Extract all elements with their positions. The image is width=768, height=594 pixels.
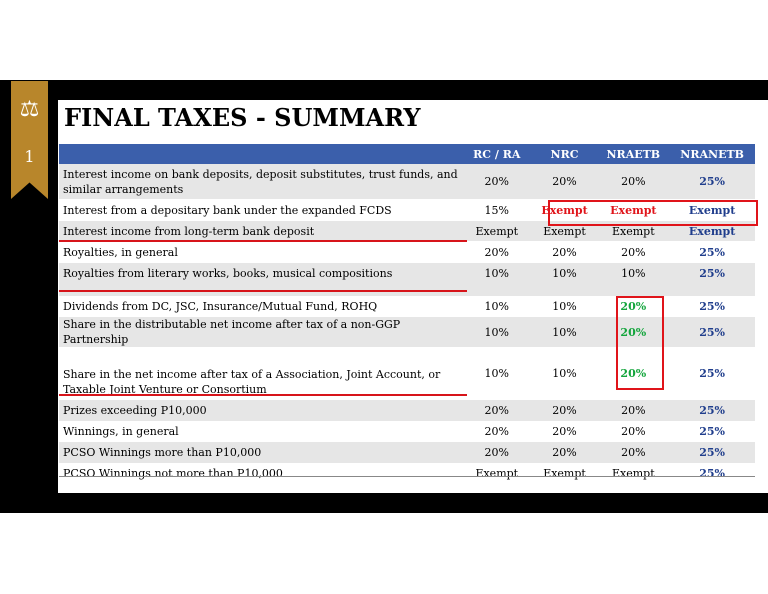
final-taxes-table: RC / RA NRC NRAETB NRANETB Interest inco… <box>59 144 755 484</box>
row-label: PCSO Winnings more than P10,000 <box>59 442 462 463</box>
row-label: Share in the net income after tax of a A… <box>59 347 462 400</box>
table-row: Royalties, in general 20% 20% 20% 25% <box>59 241 755 263</box>
row-label: Dividends from DC, JSC, Insurance/Mutual… <box>59 296 462 317</box>
cell-rc-ra: Exempt <box>461 463 532 484</box>
cell-rc-ra: 20% <box>461 400 532 421</box>
table-row: Share in the net income after tax of a A… <box>59 347 755 400</box>
cell-nraetb: 20% <box>597 442 670 463</box>
table-row: Interest from a depositary bank under th… <box>59 199 755 221</box>
dividend-highlight-box <box>616 296 664 390</box>
cell-rc-ra: 15% <box>461 199 532 221</box>
cell-nraetb: Exempt <box>597 221 670 241</box>
red-divider-line <box>59 290 467 292</box>
cell-nranetb: 25% <box>669 164 755 199</box>
cell-nranetb: 25% <box>669 400 755 421</box>
table-row: PCSO Winnings not more than P10,000 Exem… <box>59 463 755 484</box>
cell-nranetb: 25% <box>669 442 755 463</box>
exempt-highlight-box <box>548 200 758 226</box>
row-label: Interest income from long-term bank depo… <box>59 221 462 241</box>
spacer-cell <box>59 283 755 296</box>
cell-nranetb: 25% <box>669 463 755 484</box>
scales-of-justice-icon: ⚖ <box>19 97 40 122</box>
cell-nrc: Exempt <box>531 221 598 241</box>
row-label: Royalties from literary works, books, mu… <box>59 263 462 283</box>
header-cell-rc-ra: RC / RA <box>461 144 532 164</box>
cell-rc-ra: 20% <box>461 421 532 442</box>
table-row: Dividends from DC, JSC, Insurance/Mutual… <box>59 296 755 317</box>
cell-nranetb: 25% <box>669 241 755 263</box>
red-divider-line <box>59 394 467 396</box>
cell-nranetb: Exempt <box>669 199 755 221</box>
cell-nraetb: 20% <box>597 421 670 442</box>
cell-nrc: Exempt <box>531 463 598 484</box>
cell-rc-ra: 10% <box>461 347 532 400</box>
header-cell-nranetb: NRANETB <box>669 144 755 164</box>
row-label: Royalties, in general <box>59 241 462 263</box>
cell-rc-ra: 20% <box>461 241 532 263</box>
slide-title: FINAL TAXES - SUMMARY <box>64 103 421 132</box>
table-row: Interest income on bank deposits, deposi… <box>59 164 755 199</box>
row-label: Winnings, in general <box>59 421 462 442</box>
row-label: Share in the distributable net income af… <box>59 317 462 347</box>
cell-nraetb: 20% <box>597 347 670 400</box>
cell-nrc: 20% <box>531 164 598 199</box>
cell-nranetb: 25% <box>669 263 755 283</box>
cell-nraetb: 20% <box>597 317 670 347</box>
cell-nrc: 10% <box>531 296 598 317</box>
cell-rc-ra: 10% <box>461 317 532 347</box>
table-row: Interest income from long-term bank depo… <box>59 221 755 241</box>
cell-nrc: 10% <box>531 317 598 347</box>
header-cell-label <box>59 144 462 164</box>
table-row: PCSO Winnings more than P10,000 20% 20% … <box>59 442 755 463</box>
row-label: Prizes exceeding P10,000 <box>59 400 462 421</box>
cell-rc-ra: 20% <box>461 442 532 463</box>
cell-nraetb: Exempt <box>597 463 670 484</box>
cell-nraetb: 20% <box>597 400 670 421</box>
table-row: Prizes exceeding P10,000 20% 20% 20% 25% <box>59 400 755 421</box>
table-row: Share in the distributable net income af… <box>59 317 755 347</box>
cell-rc-ra: 20% <box>461 164 532 199</box>
cell-nranetb: 25% <box>669 347 755 400</box>
cell-nrc: 20% <box>531 442 598 463</box>
header-cell-nraetb: NRAETB <box>597 144 670 164</box>
cell-nranetb: 25% <box>669 317 755 347</box>
slide-number: 1 <box>24 147 35 166</box>
red-divider-line <box>59 240 467 242</box>
header-cell-nrc: NRC <box>531 144 598 164</box>
table-row: Winnings, in general 20% 20% 20% 25% <box>59 421 755 442</box>
cell-nraetb: 20% <box>597 164 670 199</box>
cell-nranetb: 25% <box>669 421 755 442</box>
cell-nranetb: Exempt <box>669 221 755 241</box>
cell-nrc: 20% <box>531 241 598 263</box>
cell-nrc: 20% <box>531 400 598 421</box>
slide-ribbon: ⚖ 1 <box>11 81 48 199</box>
table-header-row: RC / RA NRC NRAETB NRANETB <box>59 144 755 164</box>
cell-rc-ra: Exempt <box>461 221 532 241</box>
table-bottom-border <box>59 476 755 477</box>
cell-nraetb: Exempt <box>597 199 670 221</box>
table-spacer-row <box>59 283 755 296</box>
cell-nrc: 20% <box>531 421 598 442</box>
cell-rc-ra: 10% <box>461 263 532 283</box>
table-row: Royalties from literary works, books, mu… <box>59 263 755 283</box>
cell-rc-ra: 10% <box>461 296 532 317</box>
cell-nrc: 10% <box>531 263 598 283</box>
row-label: Interest income on bank deposits, deposi… <box>59 164 462 199</box>
cell-nraetb: 20% <box>597 296 670 317</box>
cell-nranetb: 25% <box>669 296 755 317</box>
cell-nraetb: 10% <box>597 263 670 283</box>
row-label: Interest from a depositary bank under th… <box>59 199 462 221</box>
cell-nraetb: 20% <box>597 241 670 263</box>
row-label: PCSO Winnings not more than P10,000 <box>59 463 462 484</box>
cell-nrc: 10% <box>531 347 598 400</box>
